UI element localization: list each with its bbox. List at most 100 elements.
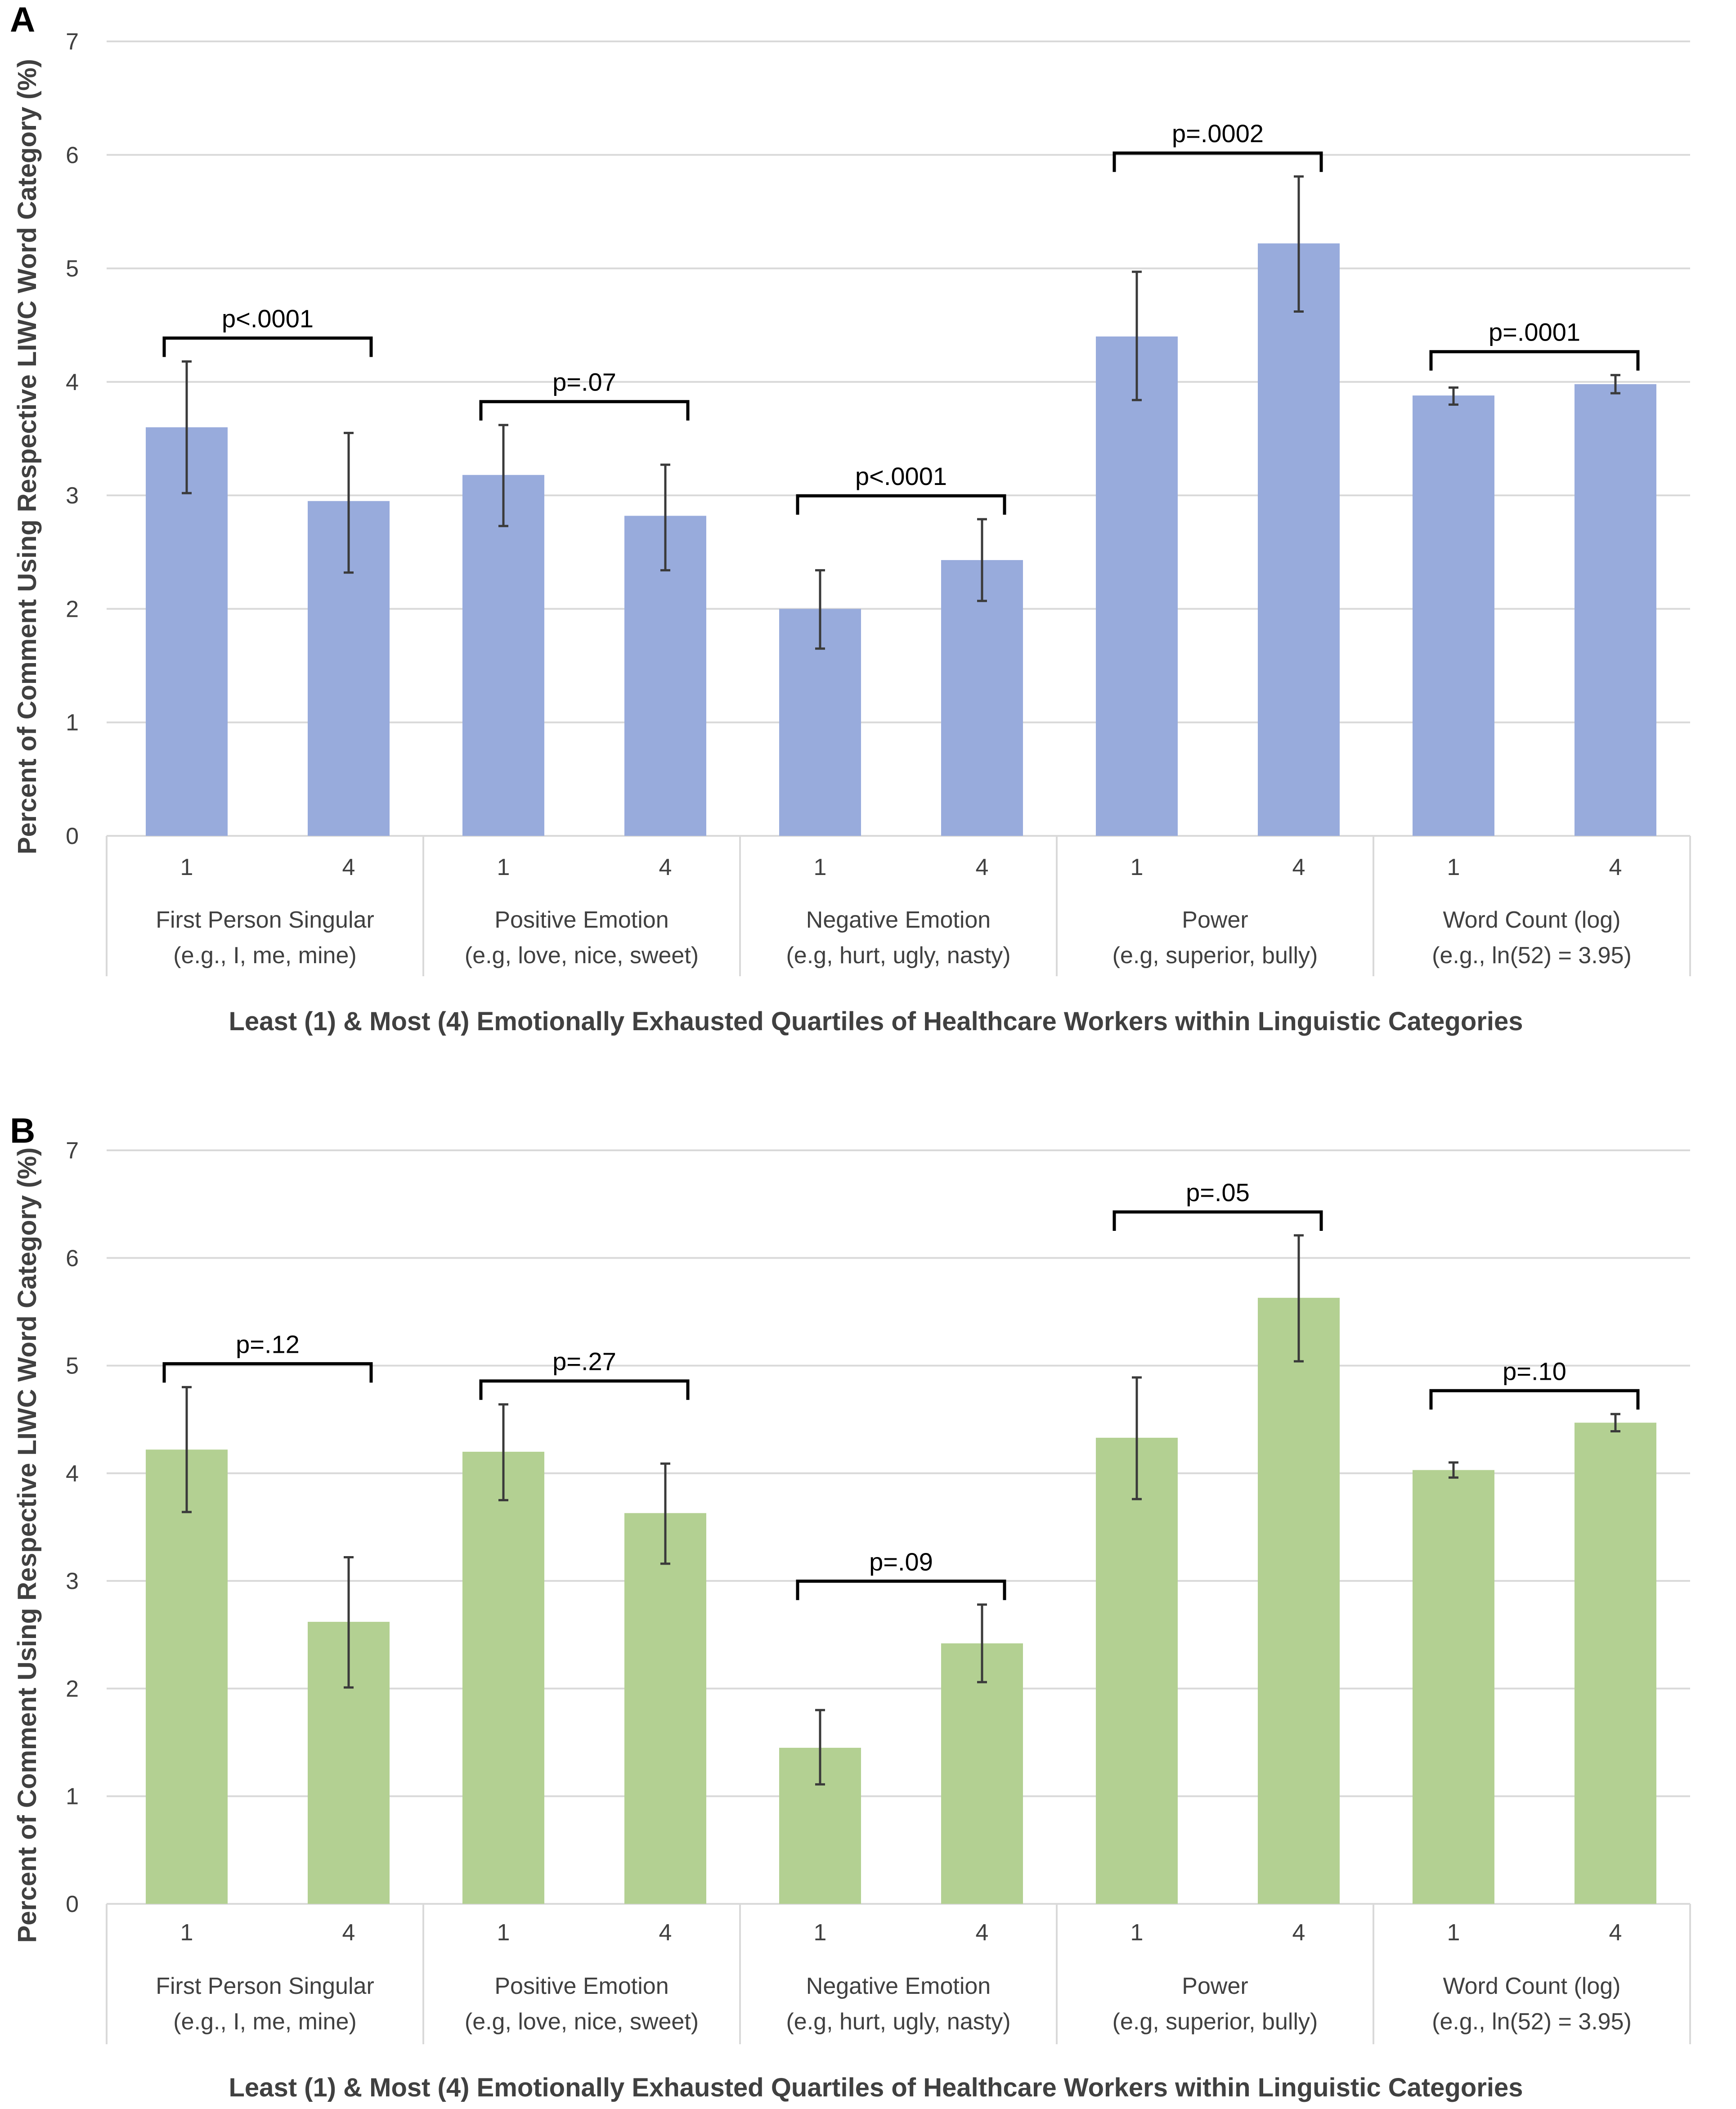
y-tick-label: 5 — [66, 1353, 79, 1379]
category-examples: (e.g., I, me, mine) — [173, 2009, 356, 2035]
bar — [1575, 384, 1656, 836]
category-examples: (e.g, superior, bully) — [1112, 942, 1318, 969]
p-value-label: p<.0001 — [855, 462, 947, 490]
category-label: Word Count (log) — [1443, 1973, 1621, 1999]
quartile-tick-label: 1 — [180, 854, 193, 880]
quartile-tick-label: 4 — [1292, 854, 1305, 880]
significance-bracket — [1112, 1210, 1323, 1231]
quartile-tick-label: 4 — [976, 854, 989, 880]
y-tick-label: 2 — [66, 596, 79, 622]
y-tick-label: 0 — [66, 1891, 79, 1917]
quartile-tick-label: 1 — [814, 854, 827, 880]
p-value-label: p<.0001 — [222, 304, 314, 332]
bar — [146, 427, 228, 836]
quartile-tick-label: 4 — [1609, 854, 1622, 880]
p-value-label: p=.0002 — [1172, 119, 1264, 148]
y-tick-label: 3 — [66, 483, 79, 509]
significance-bracket — [162, 336, 373, 357]
p-value-label: p=.10 — [1503, 1357, 1566, 1385]
category-examples: (e.g, superior, bully) — [1112, 2009, 1318, 2035]
y-tick-label: 4 — [66, 369, 79, 395]
significance-bracket — [479, 1379, 690, 1400]
quartile-tick-label: 1 — [180, 1920, 193, 1946]
bar — [1258, 243, 1340, 836]
quartile-tick-label: 1 — [1447, 1920, 1460, 1946]
bar — [1258, 1297, 1340, 1904]
bar — [462, 1452, 544, 1904]
significance-bracket — [1112, 151, 1323, 172]
category-label: Power — [1182, 907, 1248, 933]
y-tick-label: 7 — [66, 1138, 79, 1164]
y-tick-label: 5 — [66, 256, 79, 282]
significance-bracket — [796, 494, 1006, 515]
category-examples: (e.g, love, nice, sweet) — [465, 942, 699, 969]
category-examples: (e.g., I, me, mine) — [173, 942, 356, 969]
category-label: Positive Emotion — [494, 1973, 668, 1999]
significance-bracket — [162, 1362, 373, 1383]
p-value-label: p=.0001 — [1489, 318, 1580, 346]
significance-bracket — [1429, 350, 1640, 371]
y-tick-label: 0 — [66, 823, 79, 849]
p-value-label: p=.09 — [869, 1548, 933, 1576]
y-tick-label: 1 — [66, 710, 79, 736]
significance-bracket — [479, 400, 690, 421]
panel-label: A — [10, 0, 35, 39]
category-examples: (e.g., ln(52) = 3.95) — [1432, 2009, 1632, 2035]
quartile-tick-label: 1 — [814, 1920, 827, 1946]
y-axis-label: Percent of Comment Using Respective LIWC… — [13, 1147, 42, 1943]
category-examples: (e.g, hurt, ugly, nasty) — [786, 2009, 1010, 2035]
p-value-label: p=.07 — [552, 368, 616, 396]
y-tick-label: 6 — [66, 142, 79, 168]
quartile-tick-label: 1 — [1130, 854, 1144, 880]
bar — [624, 1513, 706, 1904]
category-label: First Person Singular — [156, 907, 374, 933]
chart-panel-b: B 0 1 2 3 4 5 6 7 1 4 First Person Singular (e.g., I… — [10, 1111, 1691, 2102]
bar — [1413, 1470, 1494, 1904]
category-label: Word Count (log) — [1443, 907, 1621, 933]
bar — [941, 1643, 1023, 1904]
category-examples: (e.g., ln(52) = 3.95) — [1432, 942, 1632, 969]
x-axis-label: Least (1) & Most (4) Emotionally Exhaust… — [229, 2073, 1523, 2102]
quartile-tick-label: 4 — [1292, 1920, 1305, 1946]
quartile-tick-label: 4 — [1609, 1920, 1622, 1946]
chart-panel-a: A 0 1 2 3 4 5 6 7 1 4 First Person Singular (e.g., I… — [10, 0, 1691, 1036]
p-value-label: p=.27 — [552, 1347, 616, 1376]
bar — [941, 560, 1023, 836]
y-tick-label: 6 — [66, 1245, 79, 1271]
y-tick-label: 1 — [66, 1784, 79, 1810]
bar — [1413, 395, 1494, 836]
quartile-tick-label: 1 — [497, 1920, 510, 1946]
quartile-tick-label: 4 — [976, 1920, 989, 1946]
category-label: Negative Emotion — [806, 1973, 991, 1999]
p-value-label: p=.05 — [1186, 1178, 1250, 1207]
x-axis-label: Least (1) & Most (4) Emotionally Exhaust… — [229, 1007, 1523, 1036]
category-examples: (e.g, hurt, ugly, nasty) — [786, 942, 1010, 969]
y-tick-label: 2 — [66, 1676, 79, 1702]
panel-label: B — [10, 1111, 35, 1150]
quartile-tick-label: 1 — [1130, 1920, 1144, 1946]
quartile-tick-label: 4 — [342, 1920, 355, 1946]
bar — [462, 475, 544, 836]
y-tick-label: 7 — [66, 29, 79, 55]
significance-bracket — [796, 1580, 1006, 1600]
y-axis-label: Percent of Comment Using Respective LIWC… — [13, 59, 42, 854]
bar — [1096, 336, 1178, 836]
quartile-tick-label: 4 — [659, 854, 672, 880]
y-tick-label: 4 — [66, 1461, 79, 1487]
p-value-label: p=.12 — [236, 1330, 300, 1358]
bar — [146, 1449, 228, 1904]
category-label: Power — [1182, 1973, 1248, 1999]
quartile-tick-label: 4 — [659, 1920, 672, 1946]
quartile-tick-label: 1 — [497, 854, 510, 880]
category-label: First Person Singular — [156, 1973, 374, 1999]
category-label: Positive Emotion — [494, 907, 668, 933]
category-examples: (e.g, love, nice, sweet) — [465, 2009, 699, 2035]
y-tick-label: 3 — [66, 1568, 79, 1594]
bar — [1575, 1422, 1656, 1904]
bar — [1096, 1437, 1178, 1904]
quartile-tick-label: 4 — [342, 854, 355, 880]
significance-bracket — [1429, 1389, 1640, 1410]
category-label: Negative Emotion — [806, 907, 991, 933]
